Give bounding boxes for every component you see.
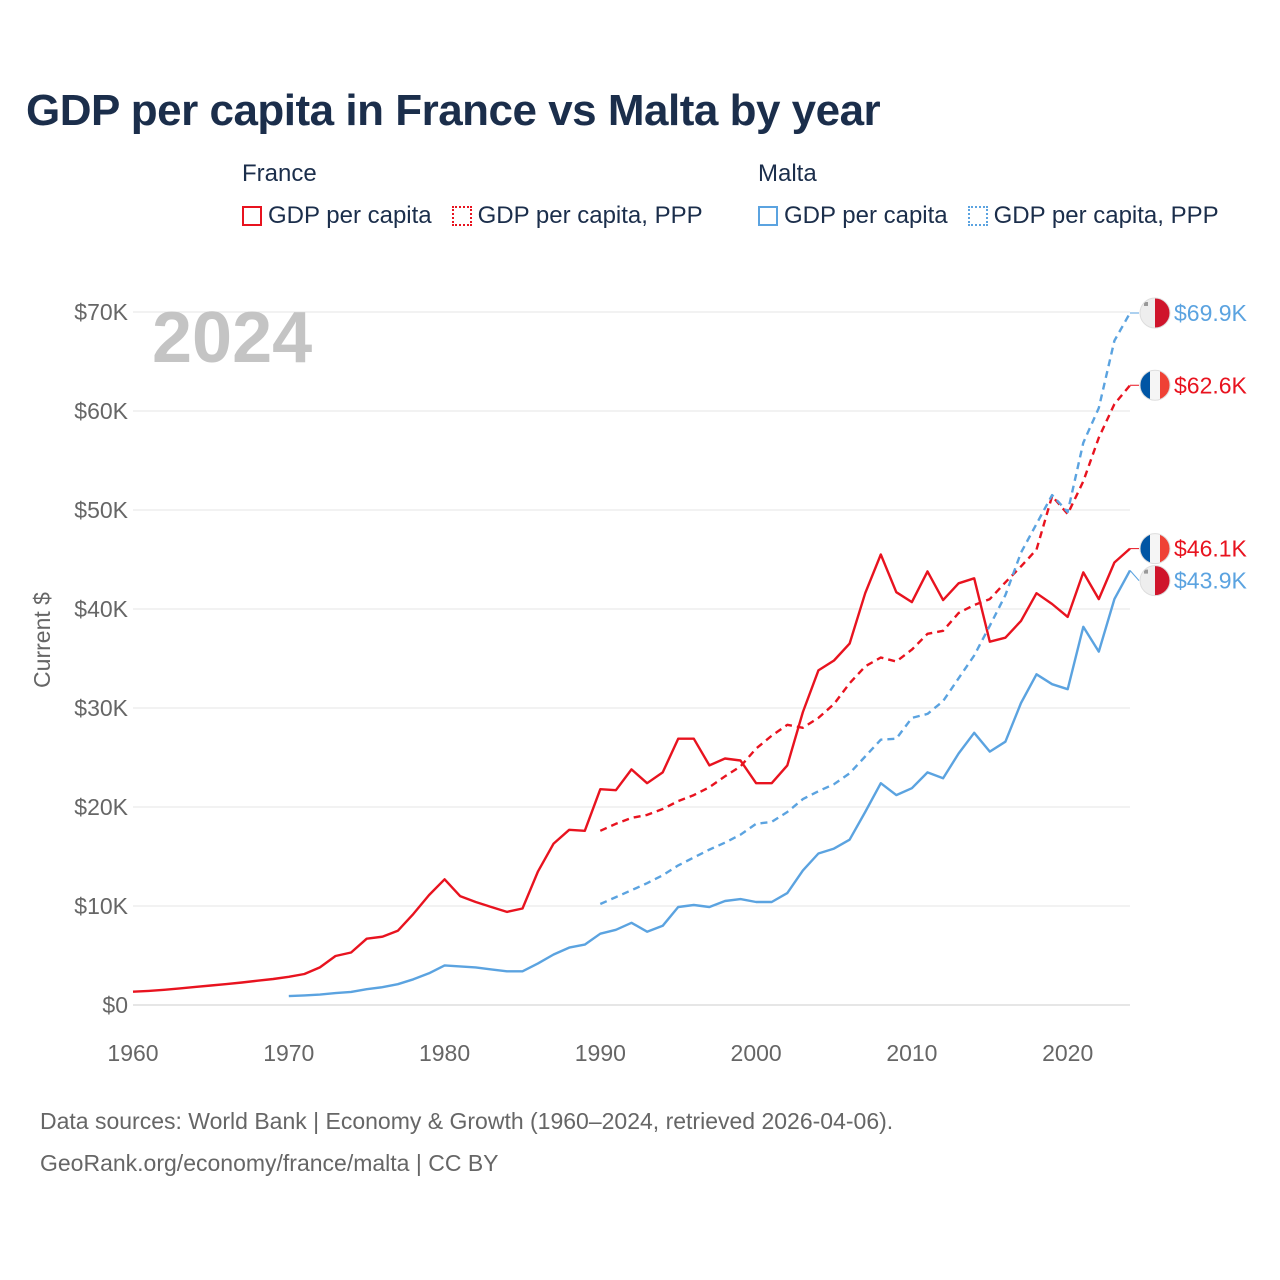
legend-group-malta: Malta GDP per capita GDP per capita, PPP <box>758 160 1239 230</box>
legend-item-france-ppp[interactable]: GDP per capita, PPP <box>451 202 703 230</box>
x-tick-label: 1980 <box>419 1040 470 1066</box>
y-tick-label: $0 <box>102 992 128 1018</box>
malta-flag-icon <box>1139 565 1171 597</box>
x-tick-label: 1960 <box>107 1040 158 1066</box>
end-value-label: $62.6K <box>1174 372 1248 398</box>
x-tick-label: 2010 <box>886 1040 937 1066</box>
end-value-label: $46.1K <box>1174 536 1248 562</box>
x-tick-label: 1970 <box>263 1040 314 1066</box>
legend-swatch-france-solid <box>242 206 262 226</box>
france-flag-icon <box>1139 533 1171 565</box>
legend-label: GDP per capita <box>268 202 432 229</box>
legend-item-france-gdp[interactable]: GDP per capita <box>242 202 432 230</box>
series-lines <box>132 312 1132 998</box>
x-tick-label: 2000 <box>731 1040 782 1066</box>
legend-title-malta: Malta <box>758 160 817 187</box>
y-tick-label: $10K <box>74 893 128 919</box>
legend-swatch-malta-dashed <box>967 206 988 226</box>
france-flag-icon <box>1139 369 1171 401</box>
end-value-label: $43.9K <box>1174 568 1248 594</box>
y-tick-label: $40K <box>74 596 128 622</box>
y-tick-label: $20K <box>74 794 128 820</box>
series-line-france-dashed[interactable] <box>599 384 1131 832</box>
y-tick-label: $30K <box>74 695 128 721</box>
legend-title-france: France <box>242 160 317 187</box>
y-tick-label: $50K <box>74 497 128 523</box>
legend-item-malta-ppp[interactable]: GDP per capita, PPP <box>967 202 1219 230</box>
y-tick-label: $70K <box>74 299 128 325</box>
legend-item-malta-gdp[interactable]: GDP per capita <box>758 202 948 230</box>
series-line-malta-solid[interactable] <box>288 569 1132 998</box>
legend-swatch-malta-solid <box>758 206 778 226</box>
x-axis-ticks: 1960 1970 1980 1990 2000 2010 2020 <box>107 1040 1093 1066</box>
year-watermark: 2024 <box>152 298 312 378</box>
chart-title: GDP per capita in France vs Malta by yea… <box>26 86 881 135</box>
series-line-malta-dashed[interactable] <box>599 312 1132 906</box>
legend-label: GDP per capita, PPP <box>477 202 703 229</box>
y-axis-label: Current $ <box>29 592 55 688</box>
grid-lines <box>133 311 1130 1006</box>
legend-label: GDP per capita, PPP <box>993 202 1219 229</box>
footer-sources: Data sources: World Bank | Economy & Gro… <box>40 1108 894 1134</box>
series-line-france-solid[interactable] <box>132 547 1131 993</box>
end-labels: $69.9K $62.6K $46.1K $43.9K <box>1129 297 1248 597</box>
x-tick-label: 2020 <box>1042 1040 1093 1066</box>
footer-attribution[interactable]: GeoRank.org/economy/france/malta | CC BY <box>40 1150 499 1176</box>
malta-flag-icon <box>1139 297 1171 329</box>
legend-label: GDP per capita <box>784 202 948 229</box>
end-value-label: $69.9K <box>1174 300 1248 326</box>
x-tick-label: 1990 <box>575 1040 626 1066</box>
end-connector <box>1129 570 1140 581</box>
legend-group-france: France GDP per capita GDP per capita, PP… <box>242 160 723 230</box>
legend-swatch-france-dashed <box>451 206 472 226</box>
y-tick-label: $60K <box>74 398 128 424</box>
y-axis-ticks: $0 $10K $20K $30K $40K $50K $60K $70K <box>74 299 128 1018</box>
